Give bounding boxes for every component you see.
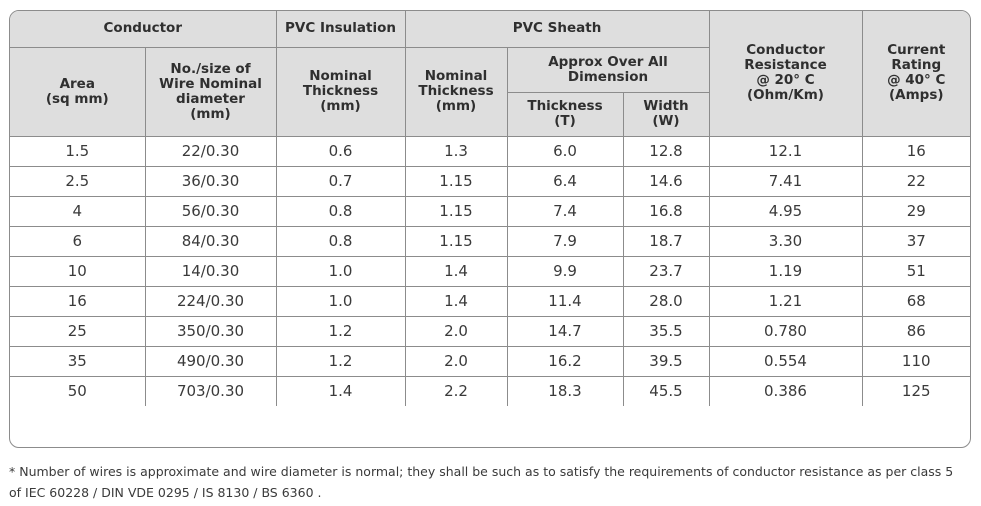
cell-resistance: 0.780 xyxy=(708,315,863,347)
cell-current-rating: 68 xyxy=(861,285,970,317)
cell-sheath-thickness: 2.0 xyxy=(404,345,508,377)
cell-wire-size: 84/0.30 xyxy=(144,225,277,257)
cell-resistance: 1.19 xyxy=(708,255,863,287)
cell-width-w: 23.7 xyxy=(622,255,710,287)
cell-area: 6 xyxy=(10,225,146,257)
cell-area: 4 xyxy=(10,195,146,227)
cell-width-w: 16.8 xyxy=(622,195,710,227)
cell-resistance: 1.21 xyxy=(708,285,863,317)
cell-width-w: 12.8 xyxy=(622,135,710,167)
cell-thickness-t: 16.2 xyxy=(506,345,624,377)
cell-sheath-thickness: 1.3 xyxy=(404,135,508,167)
header-sheath-nominal-thickness: Nominal Thickness (mm) xyxy=(404,46,508,137)
cell-sheath-thickness: 1.4 xyxy=(404,285,508,317)
header-width-w: Width (W) xyxy=(622,91,709,137)
table-row: 2.5 36/0.30 0.7 1.15 6.4 14.6 7.41 22 xyxy=(10,165,970,197)
table-row: 4 56/0.30 0.8 1.15 7.4 16.8 4.95 29 xyxy=(10,195,970,227)
header-pvc-sheath: PVC Sheath xyxy=(404,11,710,48)
header-thickness-t: Thickness (T) xyxy=(507,91,624,137)
table-row: 16 224/0.30 1.0 1.4 11.4 28.0 1.21 68 xyxy=(10,285,970,317)
cell-resistance: 12.1 xyxy=(708,135,863,167)
cell-thickness-t: 9.9 xyxy=(506,255,624,287)
footnote: * Number of wires is approximate and wir… xyxy=(9,464,954,500)
cell-wire-size: 56/0.30 xyxy=(144,195,277,227)
cell-insulation-thickness: 1.2 xyxy=(275,345,406,377)
cell-wire-size: 36/0.30 xyxy=(144,165,277,197)
cell-current-rating: 29 xyxy=(861,195,970,227)
cell-current-rating: 16 xyxy=(861,135,970,167)
header-pvc-insulation: PVC Insulation xyxy=(275,11,406,48)
cell-width-w: 14.6 xyxy=(622,165,710,197)
table-body: 1.5 22/0.30 0.6 1.3 6.0 12.8 12.1 16 2.5 36/0.30 0… xyxy=(10,135,970,406)
cell-insulation-thickness: 1.2 xyxy=(275,315,406,347)
cell-current-rating: 51 xyxy=(861,255,970,287)
header-insulation-nominal-thickness: Nominal Thickness (mm) xyxy=(275,46,406,137)
cell-current-rating: 22 xyxy=(861,165,970,197)
cell-sheath-thickness: 1.4 xyxy=(404,255,508,287)
cell-thickness-t: 11.4 xyxy=(506,285,624,317)
cell-wire-size: 490/0.30 xyxy=(144,345,277,377)
table-header: Conductor PVC Insulation PVC Sheath Cond… xyxy=(10,11,970,137)
table-row: 1.5 22/0.30 0.6 1.3 6.0 12.8 12.1 16 xyxy=(10,135,970,167)
cell-resistance: 4.95 xyxy=(708,195,863,227)
cell-thickness-t: 6.0 xyxy=(506,135,624,167)
cell-insulation-thickness: 0.8 xyxy=(275,225,406,257)
cell-area: 1.5 xyxy=(10,135,146,167)
cell-sheath-thickness: 1.15 xyxy=(404,225,508,257)
cell-current-rating: 110 xyxy=(861,345,970,377)
cell-resistance: 7.41 xyxy=(708,165,863,197)
cell-sheath-thickness: 1.15 xyxy=(404,165,508,197)
table-row: 35 490/0.30 1.2 2.0 16.2 39.5 0.554 110 xyxy=(10,345,970,377)
table-row: 25 350/0.30 1.2 2.0 14.7 35.5 0.780 86 xyxy=(10,315,970,347)
cable-spec-table: Conductor PVC Insulation PVC Sheath Cond… xyxy=(10,11,970,406)
cell-area: 10 xyxy=(10,255,146,287)
cell-insulation-thickness: 1.0 xyxy=(275,285,406,317)
cell-thickness-t: 7.9 xyxy=(506,225,624,257)
cell-insulation-thickness: 0.7 xyxy=(275,165,406,197)
cell-area: 25 xyxy=(10,315,146,347)
cell-thickness-t: 18.3 xyxy=(506,375,624,406)
cell-sheath-thickness: 1.15 xyxy=(404,195,508,227)
cell-area: 50 xyxy=(10,375,146,406)
cell-resistance: 3.30 xyxy=(708,225,863,257)
header-current-rating: Current Rating @ 40° C (Amps) xyxy=(861,11,970,137)
cell-wire-size: 703/0.30 xyxy=(144,375,277,406)
cell-resistance: 0.386 xyxy=(708,375,863,406)
cell-wire-size: 224/0.30 xyxy=(144,285,277,317)
table-row: 50 703/0.30 1.4 2.2 18.3 45.5 0.386 125 xyxy=(10,375,970,406)
cell-insulation-thickness: 1.4 xyxy=(275,375,406,406)
cell-thickness-t: 7.4 xyxy=(506,195,624,227)
header-conductor-resistance: Conductor Resistance @ 20° C (Ohm/Km) xyxy=(708,11,863,137)
cell-current-rating: 86 xyxy=(861,315,970,347)
cell-insulation-thickness: 0.6 xyxy=(275,135,406,167)
cell-resistance: 0.554 xyxy=(708,345,863,377)
cell-area: 35 xyxy=(10,345,146,377)
table-row: 6 84/0.30 0.8 1.15 7.9 18.7 3.30 37 xyxy=(10,225,970,257)
header-area: Area (sq mm) xyxy=(10,46,146,137)
cell-width-w: 45.5 xyxy=(622,375,710,406)
cell-sheath-thickness: 2.2 xyxy=(404,375,508,406)
cell-wire-size: 350/0.30 xyxy=(144,315,277,347)
cell-width-w: 18.7 xyxy=(622,225,710,257)
cable-spec-table-container: Conductor PVC Insulation PVC Sheath Cond… xyxy=(9,10,971,448)
header-conductor: Conductor xyxy=(10,11,277,48)
cell-width-w: 28.0 xyxy=(622,285,710,317)
cell-current-rating: 125 xyxy=(861,375,970,406)
cell-width-w: 39.5 xyxy=(622,345,710,377)
cell-sheath-thickness: 2.0 xyxy=(404,315,508,347)
cell-current-rating: 37 xyxy=(861,225,970,257)
cell-thickness-t: 14.7 xyxy=(506,315,624,347)
cell-insulation-thickness: 1.0 xyxy=(275,255,406,287)
table-row: 10 14/0.30 1.0 1.4 9.9 23.7 1.19 51 xyxy=(10,255,970,287)
cell-width-w: 35.5 xyxy=(622,315,710,347)
cell-wire-size: 22/0.30 xyxy=(144,135,277,167)
cell-area: 2.5 xyxy=(10,165,146,197)
cell-insulation-thickness: 0.8 xyxy=(275,195,406,227)
header-wire-size: No./size of Wire Nominal diameter (mm) xyxy=(144,46,277,137)
cell-area: 16 xyxy=(10,285,146,317)
header-approx-overall-dimension: Approx Over All Dimension xyxy=(506,46,709,93)
cell-thickness-t: 6.4 xyxy=(506,165,624,197)
cell-wire-size: 14/0.30 xyxy=(144,255,277,287)
